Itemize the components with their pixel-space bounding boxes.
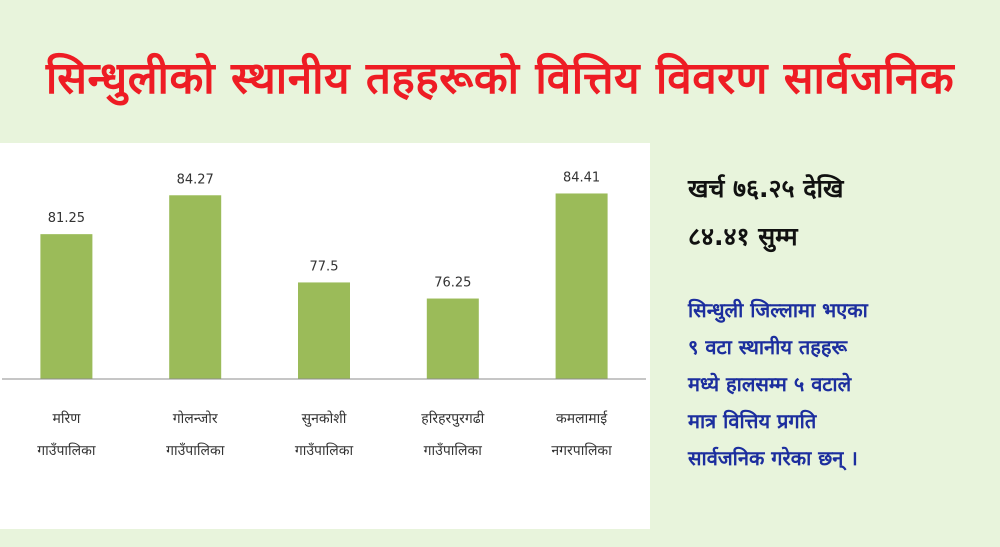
data-label: 81.25 bbox=[48, 211, 85, 226]
category-label: गाउँपालिका bbox=[424, 442, 483, 459]
bar-chart: 81.25 मरिण गाउँपालिका 84.27 गोलन्जोर गाउँपालि… bbox=[2, 170, 646, 459]
summary-line: मध्ये हालसम्म ५ वटाले bbox=[688, 372, 852, 396]
summary-line: सार्वजनिक गरेका छन् । bbox=[688, 446, 858, 470]
category-label: कमलामाई bbox=[556, 410, 608, 427]
summary-line: ९ वटा स्थानीय तहहरू bbox=[688, 335, 848, 359]
summary-box: सिन्धुली जिल्लामा भएका ९ वटा स्थानीय तहह… bbox=[688, 292, 988, 477]
category-label: हरिहरपुरगढी bbox=[421, 410, 484, 427]
data-label: 77.5 bbox=[310, 259, 339, 274]
category-label: नगरपालिका bbox=[551, 442, 612, 459]
summary-line: मात्र वित्तिय प्रगति bbox=[688, 409, 817, 433]
data-label: 76.25 bbox=[434, 276, 471, 291]
category-label: मरिण bbox=[52, 410, 81, 427]
category-label: गाउँपालिका bbox=[295, 442, 354, 459]
bar bbox=[426, 298, 479, 379]
category-label: गोलन्जोर bbox=[173, 410, 218, 427]
highlight-line-2: ८४.४१ सुम्म bbox=[688, 222, 798, 251]
summary-line: सिन्धुली जिल्लामा भएका bbox=[688, 298, 868, 322]
bar bbox=[40, 234, 93, 379]
data-label: 84.41 bbox=[563, 170, 600, 185]
bar bbox=[169, 195, 222, 379]
category-label: गाउँपालिका bbox=[166, 442, 225, 459]
chart-panel: 81.25 मरिण गाउँपालिका 84.27 गोलन्जोर गाउँपालि… bbox=[0, 143, 650, 529]
data-label: 84.27 bbox=[177, 172, 214, 187]
bar bbox=[298, 282, 350, 379]
category-label: सुनकोशी bbox=[302, 410, 347, 427]
highlight-box: खर्च ७६.२५ देखि ८४.४१ सुम्म bbox=[688, 165, 988, 261]
headline: सिन्धुलीको स्थानीय तहहरूको वित्तिय विवरण… bbox=[45, 53, 955, 104]
bar bbox=[555, 193, 608, 379]
highlight-line-1: खर्च ७६.२५ देखि bbox=[688, 174, 844, 203]
category-label: गाउँपालिका bbox=[37, 442, 96, 459]
